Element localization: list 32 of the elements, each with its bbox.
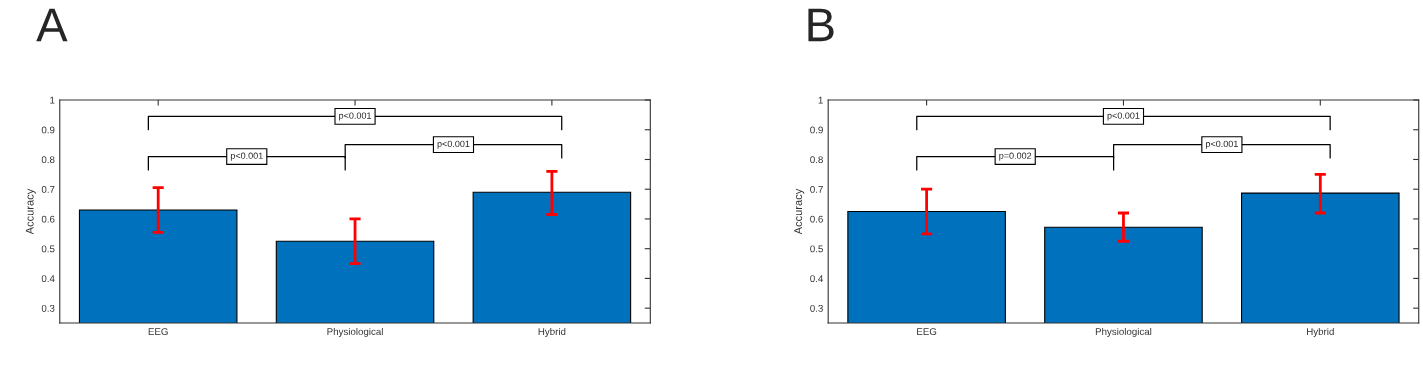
y-tick-label: 0.9 [810,126,823,134]
annotation: p=0.002 [999,152,1032,161]
annotation: p<0.001 [1206,140,1238,149]
chart-title: B [808,8,834,42]
y-tick-label: 0.7 [810,185,823,193]
y-tick-label: 0.6 [41,215,55,223]
y-axis-title: Accuracy [25,188,36,235]
y-tick-label: 0.3 [810,304,823,312]
y-tick-label: 1 [50,96,55,104]
y-tick-label: 0.7 [41,185,55,193]
x-tick-label: Physiological [1095,327,1152,337]
y-tick-label: 0.8 [810,156,823,164]
x-tick-label: Hybrid [1307,327,1334,337]
y-tick-label: 1 [818,96,823,104]
y-tick-label: 0.5 [810,245,823,253]
y-axis-title: Accuracy [794,188,805,235]
x-tick-label: Physiological [327,327,383,337]
chart-title: A [36,8,68,42]
y-tick-label: 0.3 [41,304,55,312]
x-tick-label: EEG [148,328,168,336]
y-tick-label: 0.5 [41,245,55,253]
y-tick-label: 0.4 [810,275,824,283]
annotation: p<0.001 [1107,112,1140,121]
y-tick-label: 0.9 [41,126,55,134]
y-tick-label: 0.8 [41,156,55,164]
y-tick-label: 0.4 [41,275,55,283]
x-tick-label: Hybrid [538,327,566,337]
annotation: p<0.001 [437,140,470,149]
annotation: p<0.001 [339,112,372,121]
x-tick-label: EEG [917,328,937,336]
y-tick-label: 0.6 [810,215,823,223]
annotation: p<0.001 [230,152,263,161]
